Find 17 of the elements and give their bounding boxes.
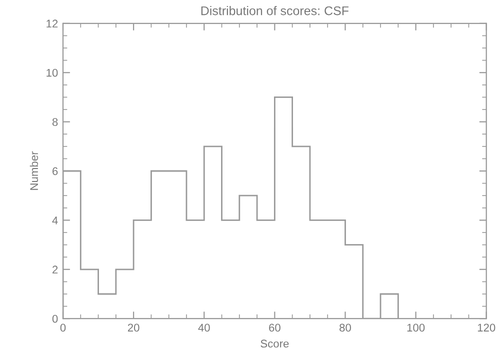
x-axis-title: Score [260, 340, 289, 348]
x-tick-label: 40 [198, 324, 210, 332]
x-tick-label: 120 [478, 324, 496, 332]
x-tick-label: 20 [128, 324, 140, 332]
x-tick-label: 0 [60, 324, 66, 332]
y-tick-label: 4 [52, 216, 58, 224]
y-axis-title: Number [30, 151, 38, 190]
y-tick-label: 8 [52, 118, 58, 126]
x-tick-label: 80 [340, 324, 351, 332]
y-tick-label: 0 [52, 314, 58, 323]
y-tick-label: 2 [52, 266, 58, 274]
x-tick-label: 100 [407, 324, 425, 332]
x-tick-label: 60 [269, 324, 280, 332]
chart-title: Distribution of scores: CSF [201, 6, 349, 16]
y-tick-label: 12 [46, 20, 58, 28]
y-tick-label: 10 [46, 68, 58, 77]
y-tick-label: 6 [52, 167, 58, 176]
